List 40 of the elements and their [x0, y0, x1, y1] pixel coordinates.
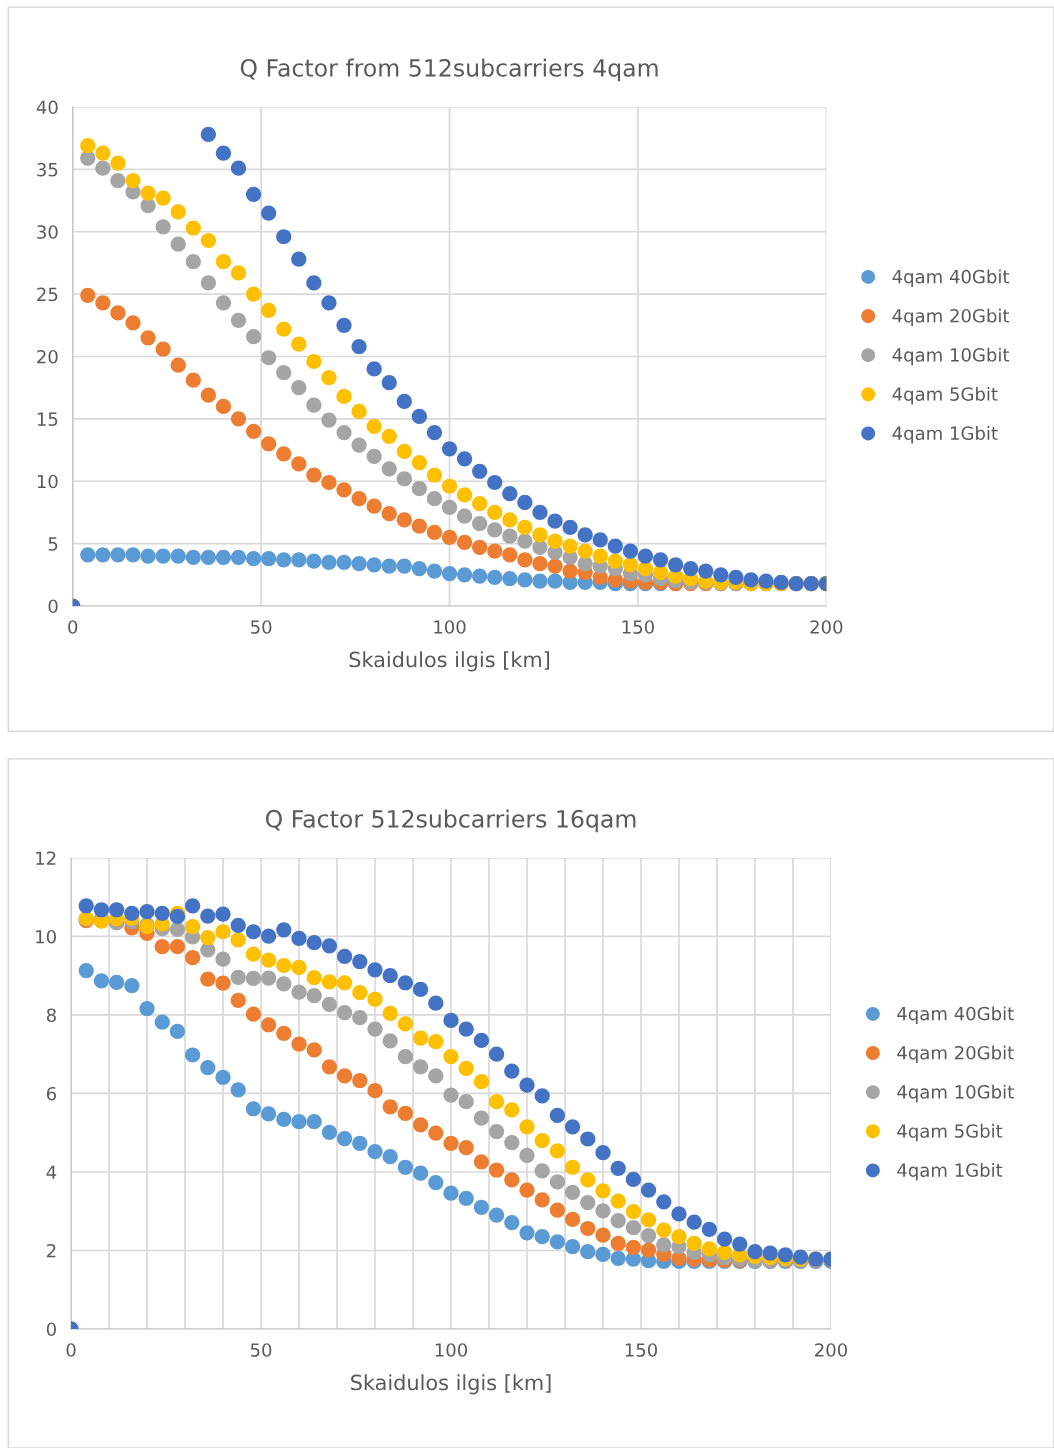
y-tick-label: 20: [37, 349, 58, 364]
y-tick-label: 40: [36, 100, 58, 115]
chart-title: Q Factor 512subcarriers 16qam: [265, 809, 636, 833]
y-tick-label: 25: [37, 287, 58, 302]
y-tick-label: 15: [37, 412, 58, 426]
chart-title: Q Factor from 512subcarriers 4qam: [240, 58, 658, 82]
y-tick-label: 2: [46, 1243, 56, 1258]
y-tick-label: 0: [48, 599, 58, 614]
x-axis-title: Skaidulos ilgis [km]: [349, 651, 550, 672]
y-tick-label: 30: [37, 225, 58, 239]
legend-label: 4qam 1Gbit: [897, 1163, 1003, 1181]
x-tick-label: 0: [66, 1343, 76, 1357]
y-tick-label: 10: [36, 929, 56, 944]
legend-label: 4qam 1Gbit: [892, 426, 998, 444]
y-tick-label: 6: [46, 1086, 57, 1101]
legend-label: 4qam 20Gbit: [897, 1045, 1014, 1064]
y-tick-label: 0: [46, 1322, 56, 1337]
y-tick-label: 10: [37, 474, 58, 489]
y-tick-label: 8: [46, 1008, 56, 1023]
legend-label: 4qam 5Gbit: [892, 386, 998, 405]
x-tick-label: 50: [250, 1343, 272, 1357]
x-tick-label: 50: [251, 620, 272, 634]
legend-label: 4qam 5Gbit: [897, 1123, 1003, 1142]
y-tick-label: 5: [48, 537, 58, 551]
legend-label: 4qam 40Gbit: [897, 1006, 1014, 1024]
x-tick-label: 0: [68, 620, 78, 634]
legend-label: 4qam 10Gbit: [897, 1084, 1014, 1103]
legend-label: 4qam 10Gbit: [892, 347, 1010, 366]
legend-label: 4qam 40Gbit: [892, 269, 1010, 287]
x-tick-label: 100: [435, 1343, 468, 1357]
y-tick-label: 35: [37, 162, 58, 177]
x-axis-title: Skaidulos ilgis [km]: [351, 1374, 551, 1395]
legend-label: 4qam 20Gbit: [892, 308, 1010, 327]
y-tick-label: 4: [46, 1165, 57, 1179]
x-tick-label: 150: [625, 1343, 658, 1357]
y-tick-label: 12: [36, 851, 56, 865]
x-tick-label: 150: [622, 620, 654, 634]
x-tick-label: 200: [815, 1343, 848, 1357]
x-tick-label: 100: [434, 620, 466, 634]
x-tick-label: 200: [810, 620, 843, 634]
